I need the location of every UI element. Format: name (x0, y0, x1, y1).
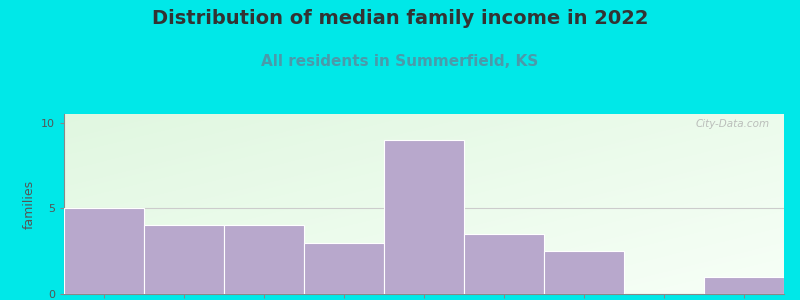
Bar (464, 234, 544, 294)
Y-axis label: families: families (22, 179, 35, 229)
Bar (384, 140, 464, 294)
Bar (224, 225, 304, 294)
Bar (64, 208, 144, 294)
Text: City-Data.com: City-Data.com (695, 119, 770, 129)
Bar (304, 243, 384, 294)
Bar (544, 251, 624, 294)
Text: Distribution of median family income in 2022: Distribution of median family income in … (152, 9, 648, 28)
Bar (144, 225, 224, 294)
Bar (704, 277, 784, 294)
Text: All residents in Summerfield, KS: All residents in Summerfield, KS (262, 54, 538, 69)
